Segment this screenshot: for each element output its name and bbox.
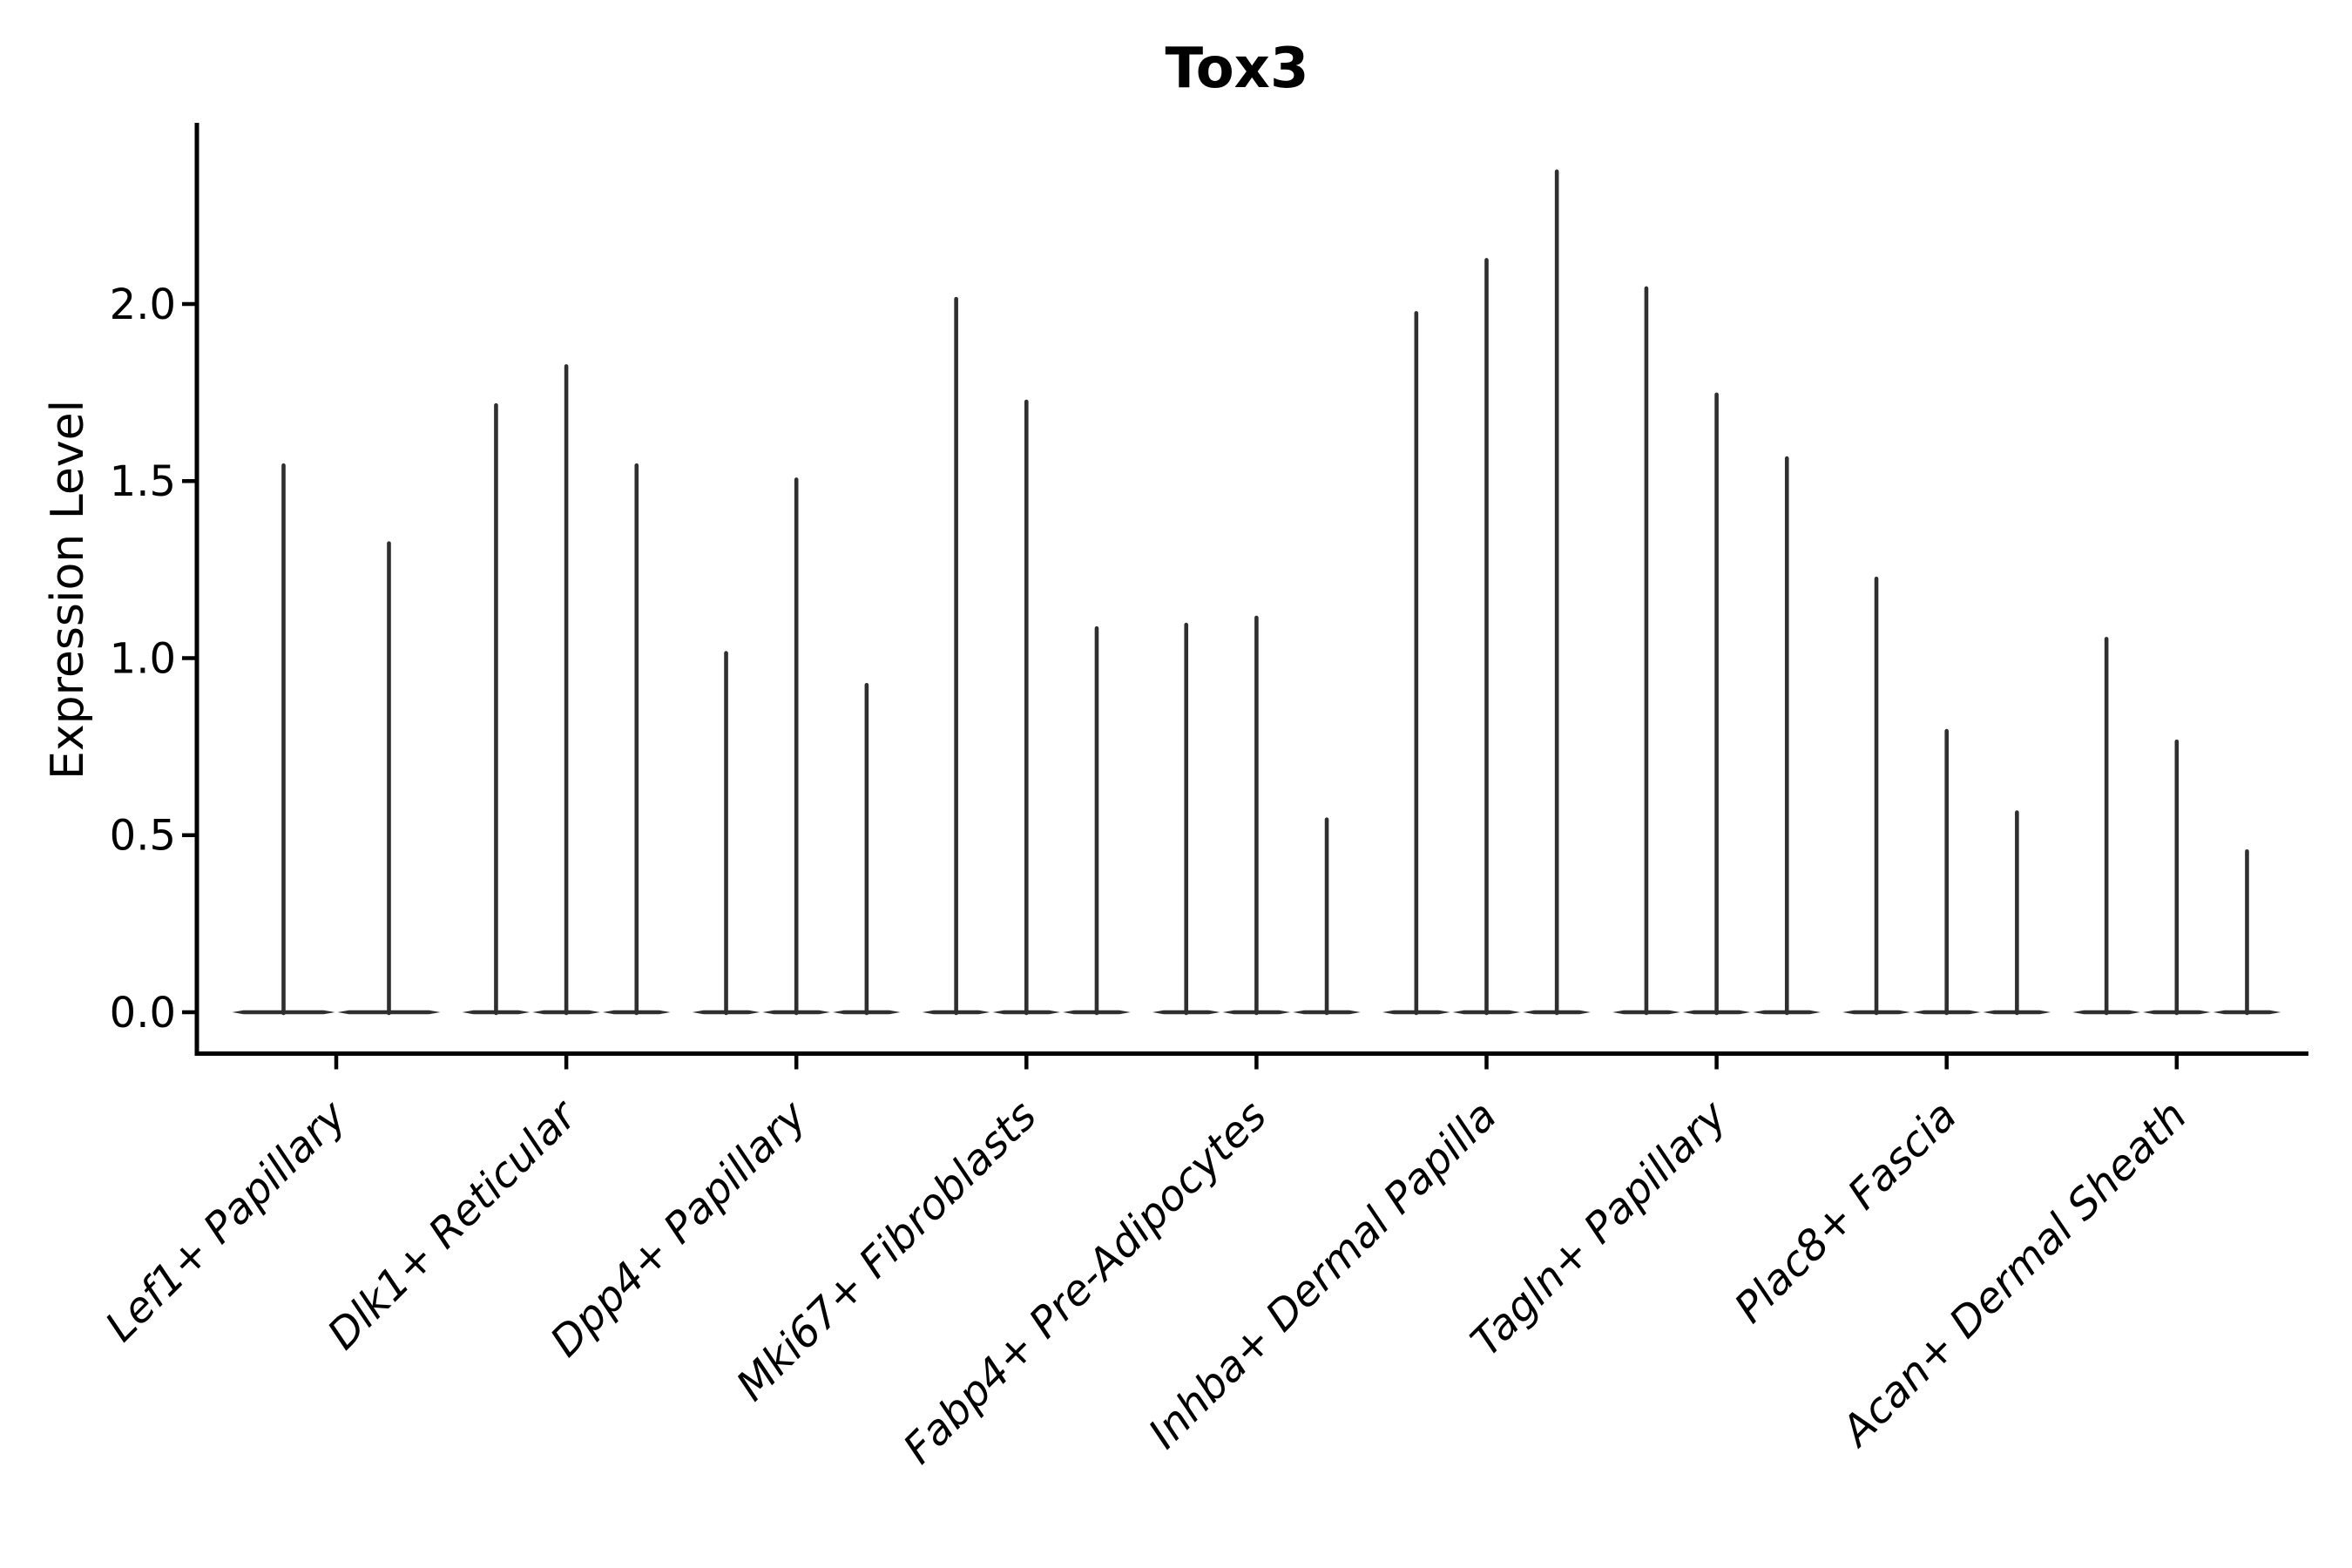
x-tick-label: Dlk1+ Reticular [318,1090,588,1360]
y-tick-label: 1.5 [110,457,176,506]
y-tick-label: 2.0 [110,280,176,329]
x-tick-label: Lef1+ Papillary [96,1091,356,1351]
y-tick-label: 1.0 [110,634,176,683]
x-tick-label: Dpp4+ Papillary [541,1091,816,1366]
y-tick-label: 0.5 [110,812,176,861]
x-tick-label: Fabp4+ Pre-Adipocytes [894,1092,1276,1474]
y-axis-ticks: 0.0 0.5 1.0 1.5 2.0 [110,280,197,1037]
y-axis-label: Expression Level [42,400,94,780]
violins [232,169,2281,1016]
axes-spines [194,123,2308,1056]
chart-title: Tox3 [1166,37,1309,101]
x-tick-label: Tagln+ Papillary [1462,1091,1737,1366]
x-tick-label: Plac8+ Fascia [1726,1092,1967,1333]
y-tick-label: 0.0 [110,989,176,1037]
